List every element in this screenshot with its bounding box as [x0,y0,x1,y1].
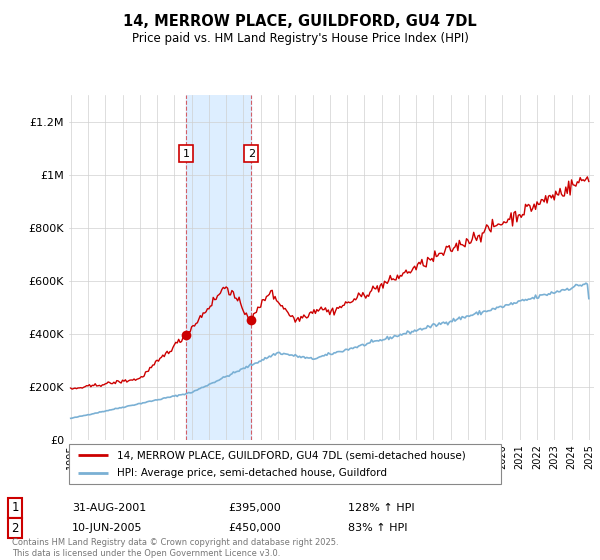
Text: 1: 1 [11,501,19,515]
Bar [186,95,251,440]
Text: 31-AUG-2001: 31-AUG-2001 [72,503,146,513]
Text: 14, MERROW PLACE, GUILDFORD, GU4 7DL (semi-detached house): 14, MERROW PLACE, GUILDFORD, GU4 7DL (se… [116,450,465,460]
Text: £395,000: £395,000 [228,503,281,513]
Text: HPI: Average price, semi-detached house, Guildford: HPI: Average price, semi-detached house,… [116,468,386,478]
Text: Contains HM Land Registry data © Crown copyright and database right 2025.
This d: Contains HM Land Registry data © Crown c… [12,538,338,558]
Text: 2: 2 [11,521,19,535]
Text: 83% ↑ HPI: 83% ↑ HPI [348,523,407,533]
Text: 128% ↑ HPI: 128% ↑ HPI [348,503,415,513]
Text: 10-JUN-2005: 10-JUN-2005 [72,523,143,533]
Text: Price paid vs. HM Land Registry's House Price Index (HPI): Price paid vs. HM Land Registry's House … [131,32,469,45]
Text: 14, MERROW PLACE, GUILDFORD, GU4 7DL: 14, MERROW PLACE, GUILDFORD, GU4 7DL [123,14,477,29]
Text: 1: 1 [182,149,190,158]
Text: £450,000: £450,000 [228,523,281,533]
Text: 2: 2 [248,149,255,158]
